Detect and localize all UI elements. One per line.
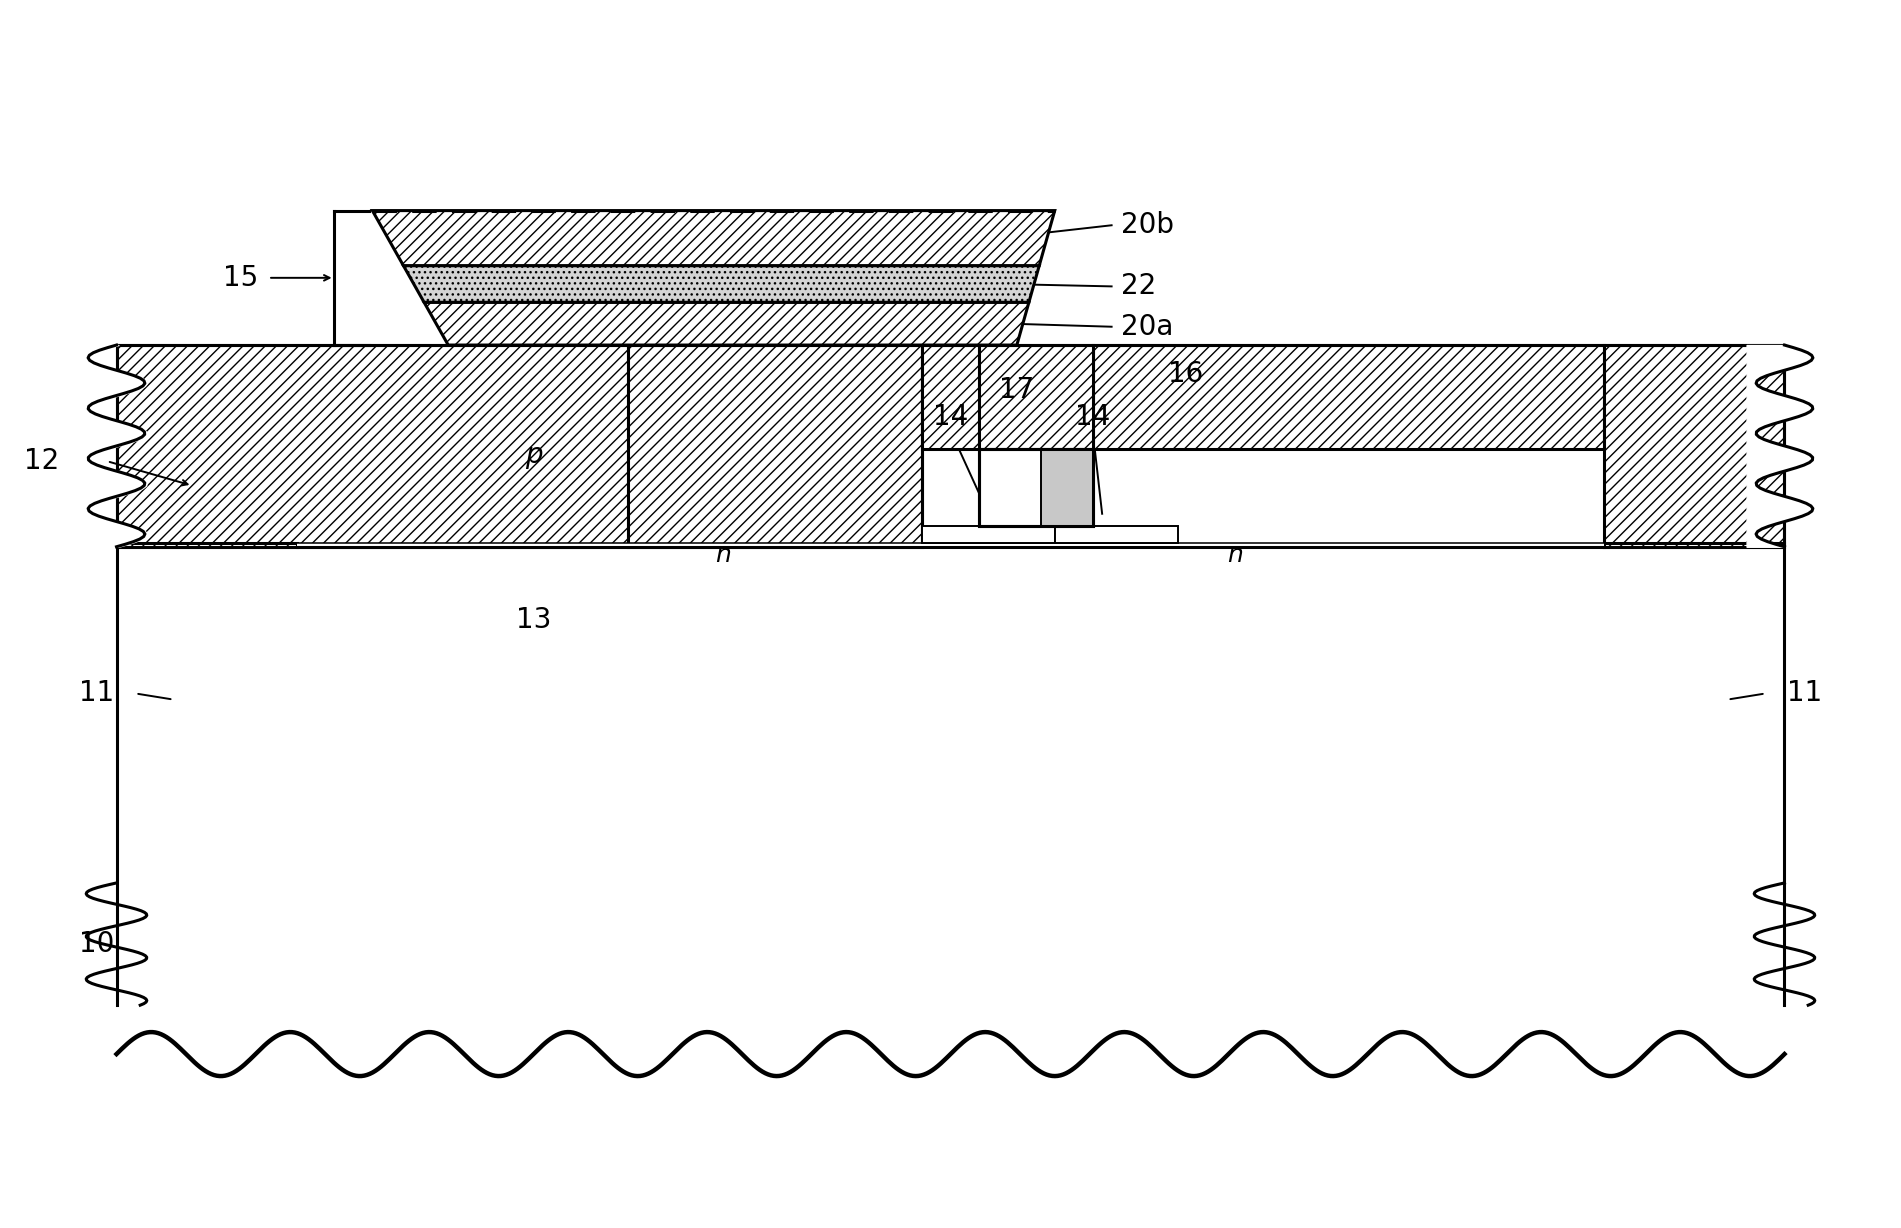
Text: n: n <box>715 543 732 567</box>
Text: 11: 11 <box>1787 679 1823 707</box>
Text: 17: 17 <box>1000 376 1034 404</box>
Text: p: p <box>525 441 542 469</box>
Text: 14: 14 <box>1076 403 1110 431</box>
Text: 22: 22 <box>1122 273 1156 301</box>
Text: 14: 14 <box>933 403 968 431</box>
Polygon shape <box>403 265 1040 302</box>
Polygon shape <box>979 449 1093 526</box>
Text: 10: 10 <box>78 930 114 958</box>
Polygon shape <box>627 345 922 546</box>
Text: 13: 13 <box>515 607 551 634</box>
Text: 11: 11 <box>78 679 114 707</box>
Text: 16: 16 <box>1169 360 1203 388</box>
Polygon shape <box>297 543 1604 546</box>
Text: 12: 12 <box>25 447 59 475</box>
Polygon shape <box>424 302 1028 345</box>
Polygon shape <box>1604 345 1785 546</box>
Polygon shape <box>1055 526 1179 543</box>
Polygon shape <box>116 345 1785 1054</box>
Text: 20b: 20b <box>1122 211 1175 239</box>
Polygon shape <box>373 210 1055 265</box>
Polygon shape <box>1604 543 1785 546</box>
Polygon shape <box>922 345 979 449</box>
Polygon shape <box>116 543 297 546</box>
Polygon shape <box>116 345 627 546</box>
Polygon shape <box>922 526 1055 543</box>
Text: n: n <box>1226 543 1243 567</box>
Text: 15: 15 <box>224 264 259 292</box>
Polygon shape <box>979 345 1093 449</box>
Polygon shape <box>1093 345 1604 449</box>
Text: 20a: 20a <box>1122 313 1173 340</box>
